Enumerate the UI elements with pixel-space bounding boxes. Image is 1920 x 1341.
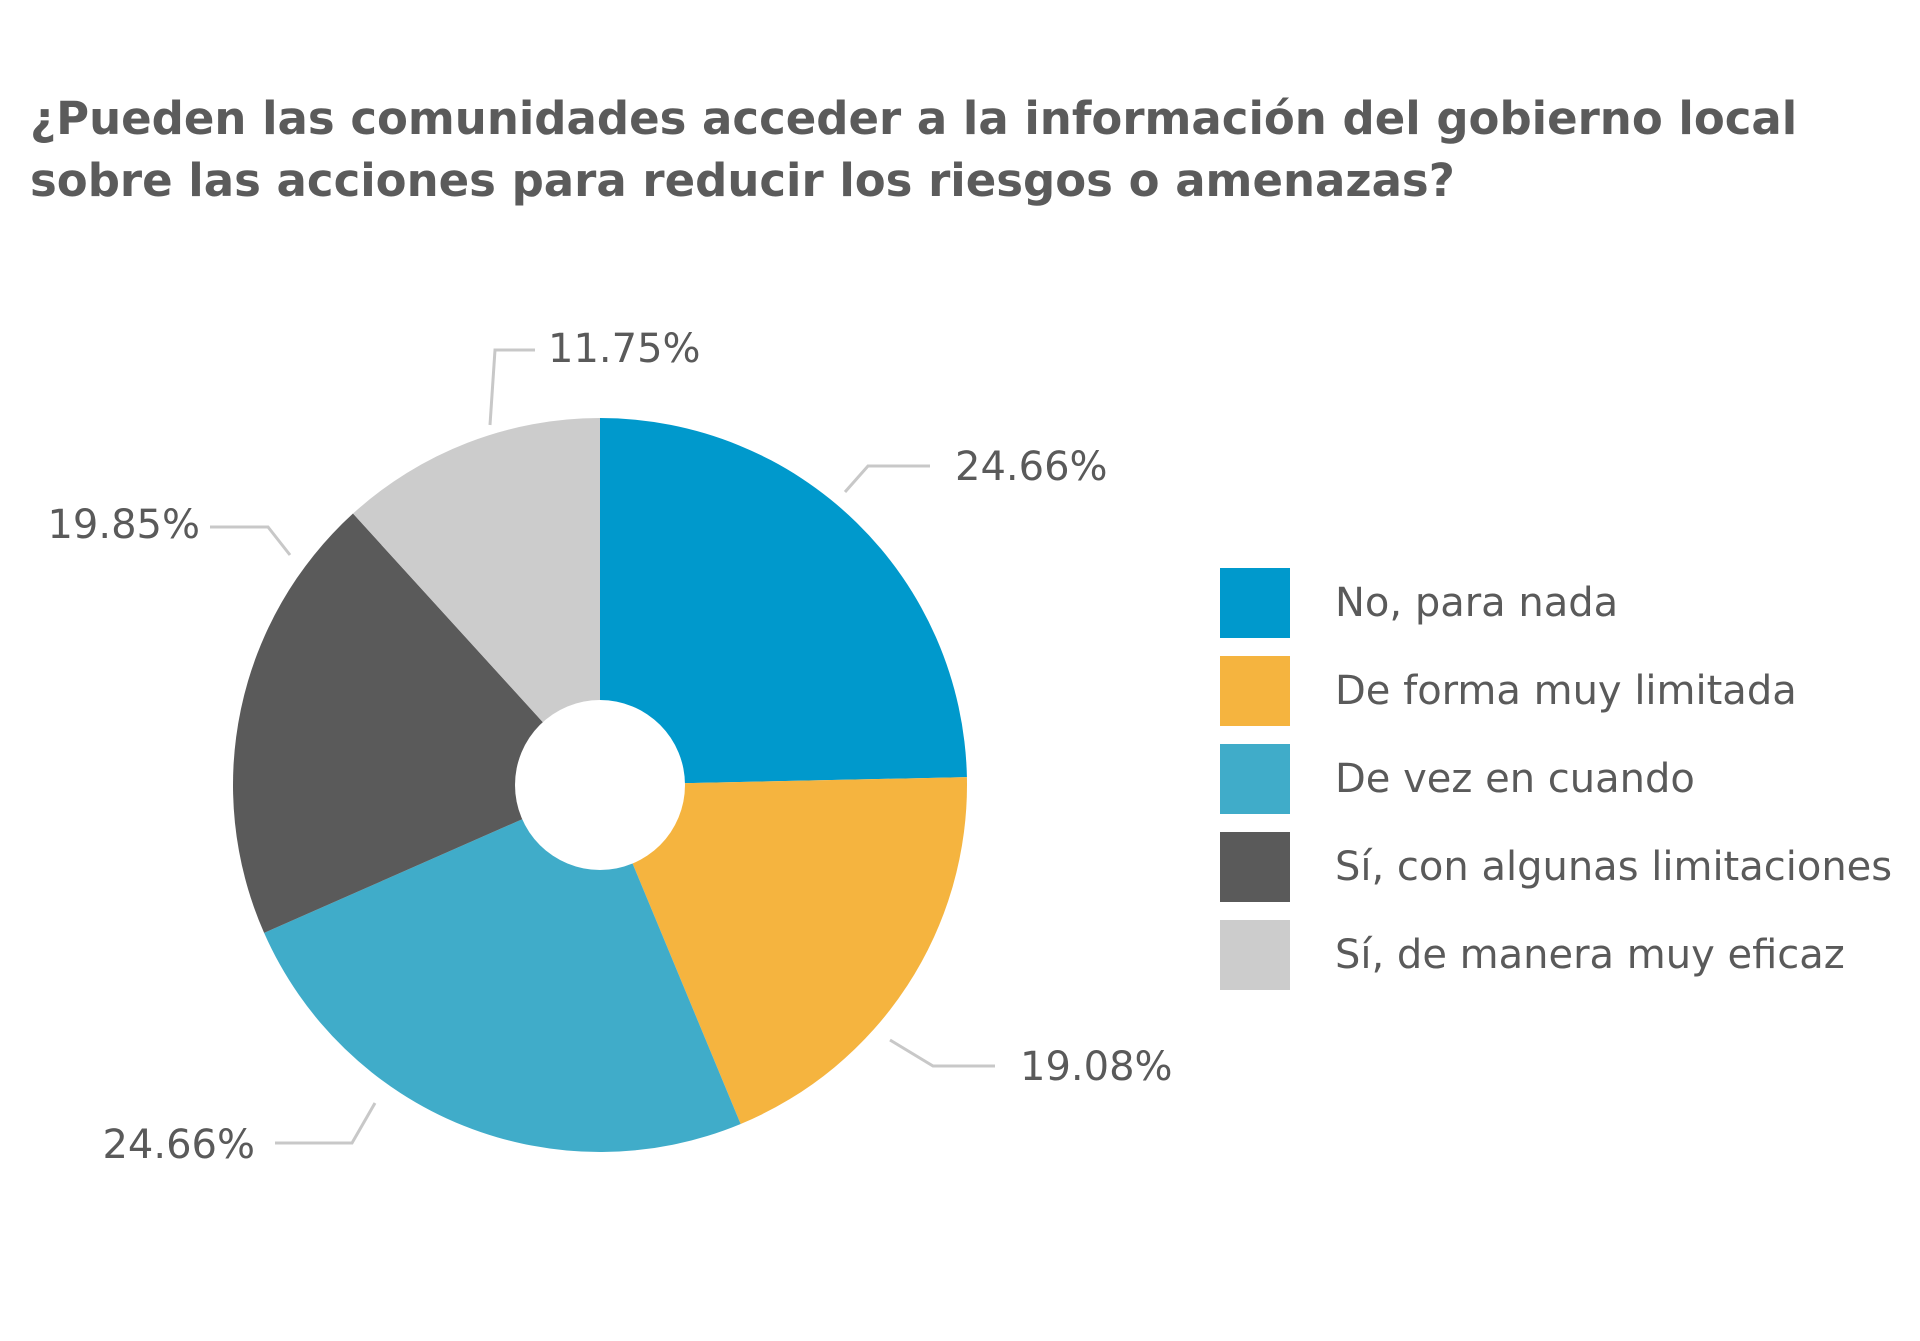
legend-label: No, para nada: [1335, 580, 1619, 626]
pie-slice-si-de-manera-muy-eficaz: [353, 417, 600, 785]
leader-line-si-de-manera-muy-eficaz: [488, 348, 535, 426]
leader-line-de-forma-muy-limitada: [889, 1038, 995, 1068]
slice-label-si-con-algunas-limitaciones: 19.85%: [47, 502, 200, 548]
legend-swatch: [1220, 568, 1290, 638]
leader-line-no-para-nada: [843, 464, 930, 493]
slice-label-si-de-manera-muy-eficaz: 11.75%: [548, 326, 701, 372]
slice-label-de-forma-muy-limitada: 19.08%: [1020, 1044, 1173, 1090]
legend-label: De forma muy limitada: [1335, 668, 1797, 714]
pie-slice-de-forma-muy-limitada: [600, 777, 967, 1124]
leader-line-si-con-algunas-limitaciones: [210, 525, 292, 556]
leader-lines: [210, 348, 995, 1145]
chart-title: ¿Pueden las comunidades acceder a la inf…: [30, 92, 1798, 207]
slice-labels: 24.66% 19.08% 24.66% 19.85% 11.75%: [47, 326, 1172, 1168]
legend-item-si-de-manera-muy-eficaz: Sí, de manera muy eficaz: [1220, 920, 1900, 990]
leader-line-de-vez-en-cuando: [275, 1102, 377, 1145]
slice-label-de-vez-en-cuando: 24.66%: [102, 1122, 255, 1168]
legend-label: De vez en cuando: [1335, 756, 1695, 802]
slice-label-no-para-nada: 24.66%: [955, 444, 1108, 490]
legend-item-de-forma-muy-limitada: De forma muy limitada: [1220, 656, 1900, 726]
pie-slices: [232, 417, 967, 1152]
pie-slice-de-vez-en-cuando: [264, 785, 741, 1152]
legend-swatch: [1220, 832, 1290, 902]
legend-item-si-con-algunas-limitaciones: Sí, con algunas limitaciones: [1220, 832, 1900, 902]
legend-label: Sí, con algunas limitaciones: [1335, 844, 1893, 890]
legend-item-de-vez-en-cuando: De vez en cuando: [1220, 744, 1900, 814]
legend-label: Sí, de manera muy eficaz: [1335, 932, 1845, 978]
donut-hole: [515, 700, 685, 870]
pie-slice-no-para-nada: [600, 418, 967, 785]
legend-swatch: [1220, 920, 1290, 990]
legend-swatch: [1220, 744, 1290, 814]
legend-item-no-para-nada: No, para nada: [1220, 568, 1900, 638]
legend: No, para nada De forma muy limitada De vez…: [1220, 568, 1900, 1008]
legend-swatch: [1220, 656, 1290, 726]
pie-slice-si-con-algunas-limitaciones: [232, 513, 600, 933]
